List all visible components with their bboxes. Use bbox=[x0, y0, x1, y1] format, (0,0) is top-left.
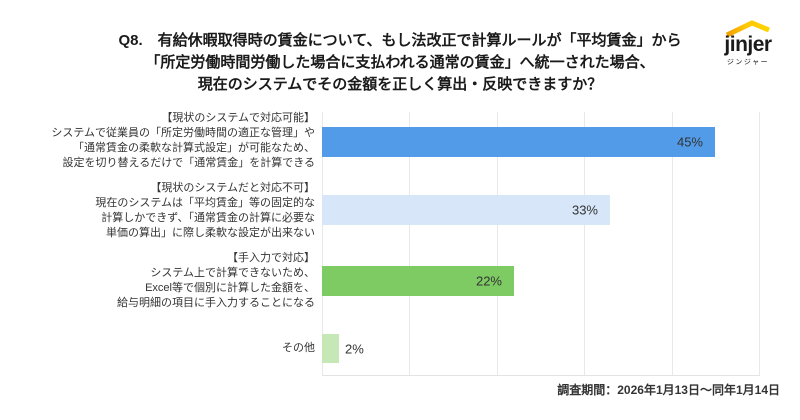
bar-value-label: 2% bbox=[345, 341, 364, 356]
category-label-line: 計算しかできず、「通常賃金の計算に必要な bbox=[101, 212, 315, 224]
page-title: Q8. 有給休暇取得時の賃金について、もし法改正で計算ルールが「平均賃金」から … bbox=[0, 30, 800, 96]
category-label-line: 【現状のシステムで対応可能】 bbox=[161, 112, 315, 124]
gridline-0 bbox=[322, 112, 323, 376]
category-label-system-incapable: 【現状のシステムだと対応不可】 現在のシステムは「平均賃金」等の固定的な 計算し… bbox=[10, 181, 315, 241]
category-label-line: システムで従業員の「所定労働時間の適正な管理」や bbox=[51, 127, 315, 139]
title-line-2: 「所定労働時間労働した場合に支払われる通常の賃金」へ統一された場合、 bbox=[145, 54, 655, 71]
category-label-system-capable: 【現状のシステムで対応可能】 システムで従業員の「所定労働時間の適正な管理」や … bbox=[10, 111, 315, 171]
bar-value-label: 33% bbox=[571, 202, 598, 218]
gridline-40 bbox=[672, 112, 673, 376]
category-label-line: 給与明細の項目に手入力することになる bbox=[117, 297, 315, 309]
bar-system-incapable: 33% bbox=[322, 195, 610, 225]
title-line-3: 現在のシステムでその金額を正しく算出・反映できますか？ bbox=[197, 76, 603, 93]
category-label-line: 「通常賃金の柔軟な計算式設定」が可能なため、 bbox=[73, 142, 315, 154]
category-label-line: 【手入力で対応】 bbox=[227, 252, 315, 264]
category-label-line: Excel等で個別に計算した金額を、 bbox=[145, 282, 315, 294]
category-label-line: 【現状のシステムだと対応不可】 bbox=[150, 182, 315, 194]
title-line-1: Q8. 有給休暇取得時の賃金について、もし法改正で計算ルールが「平均賃金」から bbox=[118, 32, 682, 49]
gridline-20 bbox=[497, 112, 498, 376]
jinjer-logo: jinjer ジンジャー bbox=[710, 20, 786, 67]
bar-value-label: 45% bbox=[676, 134, 703, 150]
bar-value-label: 22% bbox=[475, 273, 502, 289]
brand-name: jinjer bbox=[724, 33, 772, 56]
bar-other: 2% bbox=[322, 334, 364, 363]
category-label-line: 現在のシステムは「平均賃金」等の固定的な bbox=[95, 197, 315, 209]
gridline-30 bbox=[584, 112, 585, 376]
gridline-50 bbox=[759, 112, 760, 376]
category-label-manual-entry: 【手入力で対応】 システム上で計算できないため、 Excel等で個別に計算した金… bbox=[10, 251, 315, 311]
category-label-line: システム上で計算できないため、 bbox=[150, 267, 315, 279]
category-label-line: その他 bbox=[282, 342, 315, 354]
category-label-other: その他 bbox=[10, 341, 315, 356]
jinjer-roof-icon bbox=[725, 20, 770, 37]
gridline-10 bbox=[409, 112, 410, 376]
brand-subtitle: ジンジャー bbox=[726, 59, 770, 67]
bar-manual-entry: 22% bbox=[322, 266, 514, 296]
category-label-line: 設定を切り替えるだけで「通常賃金」を計算できる bbox=[62, 157, 315, 169]
survey-period-note: 調査期間：2026年1月13日～同年1月14日 bbox=[557, 383, 780, 397]
bar-system-capable: 45% bbox=[322, 127, 715, 157]
category-label-line: 単価の算出」に際し柔軟な設定が出来ない bbox=[106, 227, 315, 239]
x-axis-baseline bbox=[322, 375, 760, 376]
